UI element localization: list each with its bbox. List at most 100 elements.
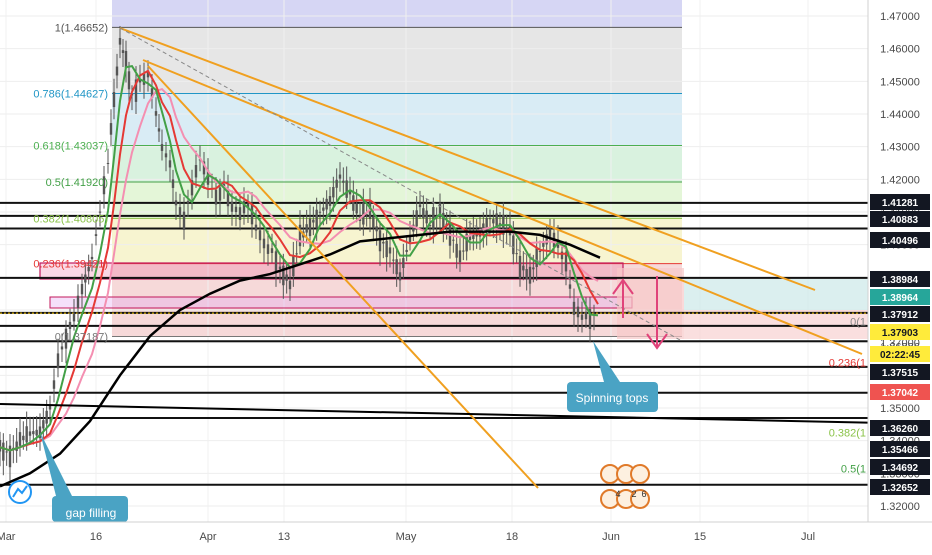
candle-body bbox=[202, 161, 206, 175]
candle-body bbox=[398, 272, 402, 281]
candle-body bbox=[298, 224, 302, 247]
candle-body bbox=[168, 160, 172, 168]
candle-body bbox=[588, 309, 592, 330]
price-tag bbox=[870, 384, 930, 400]
candle-body bbox=[382, 241, 385, 244]
candle-body bbox=[186, 201, 190, 203]
candle-body bbox=[465, 233, 468, 252]
fib-zone bbox=[112, 0, 682, 28]
y-tick-label: 1.47000 bbox=[880, 11, 920, 23]
y-tick-label: 1.43000 bbox=[880, 142, 920, 154]
candle-body bbox=[80, 283, 84, 295]
projection-zone-teal bbox=[684, 279, 868, 310]
fib-zone bbox=[112, 27, 682, 94]
y-tick-label: 1.35000 bbox=[880, 403, 920, 415]
candle-body bbox=[428, 225, 432, 227]
candle-body bbox=[525, 269, 528, 280]
price-tag bbox=[870, 194, 930, 210]
candle-body bbox=[372, 216, 375, 228]
x-tick-label: 15 bbox=[694, 531, 706, 543]
candle-body bbox=[262, 238, 266, 249]
candle-body bbox=[495, 213, 498, 229]
price-tag bbox=[870, 211, 930, 227]
candle-body bbox=[22, 435, 25, 441]
candle-body bbox=[560, 251, 564, 260]
spinning-tops-box bbox=[567, 382, 658, 412]
candle-body bbox=[154, 111, 158, 116]
candle-body bbox=[72, 313, 76, 322]
candle-body bbox=[278, 266, 282, 270]
price-tag-label: 1.32652 bbox=[882, 483, 919, 494]
candle-body bbox=[438, 202, 442, 218]
right-fib-label: 0.236(1 bbox=[829, 358, 866, 370]
candle-body bbox=[332, 187, 335, 198]
x-tick-label: Jun bbox=[602, 531, 620, 543]
candle-body bbox=[532, 267, 535, 270]
candle-body bbox=[538, 251, 542, 253]
candle-body bbox=[515, 253, 518, 255]
candle-body bbox=[392, 259, 395, 261]
price-tag bbox=[870, 441, 930, 457]
gap-filling-box bbox=[52, 496, 128, 522]
candle-body bbox=[548, 228, 552, 237]
candle-body bbox=[412, 224, 415, 232]
y-tick-label: 1.42000 bbox=[880, 174, 920, 186]
candle-body bbox=[522, 265, 525, 271]
candle-body bbox=[285, 274, 288, 281]
ma-red-line bbox=[0, 69, 599, 452]
candle-body bbox=[315, 209, 318, 228]
price-tag-label: 1.40883 bbox=[882, 215, 919, 226]
candle-body bbox=[442, 212, 445, 228]
right-fib-label: 0(1 bbox=[850, 316, 866, 328]
x-tick-label: Mar bbox=[0, 531, 16, 543]
event-count-label: 4 bbox=[615, 489, 620, 499]
logo[interactable] bbox=[8, 480, 32, 504]
price-tag-label: 1.41281 bbox=[882, 198, 919, 209]
candle-body bbox=[422, 208, 425, 219]
candle-body bbox=[42, 420, 45, 429]
candle-body bbox=[580, 314, 584, 320]
candle-body bbox=[352, 195, 355, 211]
candle-body bbox=[222, 184, 226, 187]
candle-body bbox=[288, 280, 292, 290]
price-tag-label: 1.37515 bbox=[882, 368, 919, 379]
candle-body bbox=[234, 206, 238, 213]
fib-label: 0.786(1.44627) bbox=[33, 89, 108, 101]
candle-body bbox=[462, 250, 465, 252]
spinning-tops-callout[interactable]: Spinning tops bbox=[567, 341, 658, 412]
ma-pink-line bbox=[0, 87, 599, 452]
candle-body bbox=[348, 191, 352, 195]
candle-body bbox=[492, 219, 495, 224]
event-flag-icon[interactable] bbox=[630, 489, 650, 509]
candle-body bbox=[568, 284, 572, 289]
candle-body bbox=[138, 79, 142, 83]
candle-body bbox=[312, 219, 315, 223]
x-tick-label: May bbox=[396, 531, 417, 543]
candle-body bbox=[190, 180, 194, 196]
candle-body bbox=[226, 189, 230, 207]
economic-event-markers[interactable]: 4 2 6 bbox=[600, 464, 650, 509]
candle-body bbox=[112, 92, 116, 108]
candle-body bbox=[0, 440, 2, 452]
time-axis[interactable]: Mar 16 Apr 13 May 18 Jun 15 Jul bbox=[0, 521, 932, 550]
x-tick-label: 13 bbox=[278, 531, 290, 543]
candle-body bbox=[94, 234, 98, 236]
candle-body bbox=[305, 224, 308, 233]
candle-body bbox=[32, 431, 35, 435]
candle-body bbox=[576, 306, 580, 318]
event-flag-icon[interactable] bbox=[630, 464, 650, 484]
x-tick-label: Apr bbox=[199, 531, 216, 543]
price-axis[interactable]: 1.47000 1.46000 1.45000 1.44000 1.43000 1.420… bbox=[867, 0, 932, 522]
price-tag bbox=[870, 346, 930, 362]
candle-body bbox=[518, 255, 522, 279]
price-tag bbox=[870, 364, 930, 380]
candle-body bbox=[8, 445, 12, 468]
candle-body bbox=[106, 162, 110, 164]
candle-body bbox=[402, 258, 405, 268]
price-tag-label: 1.37903 bbox=[882, 328, 919, 339]
gap-filling-callout[interactable]: gap filling bbox=[40, 432, 128, 522]
price-tag bbox=[870, 459, 930, 475]
ma-green-line bbox=[0, 64, 599, 452]
